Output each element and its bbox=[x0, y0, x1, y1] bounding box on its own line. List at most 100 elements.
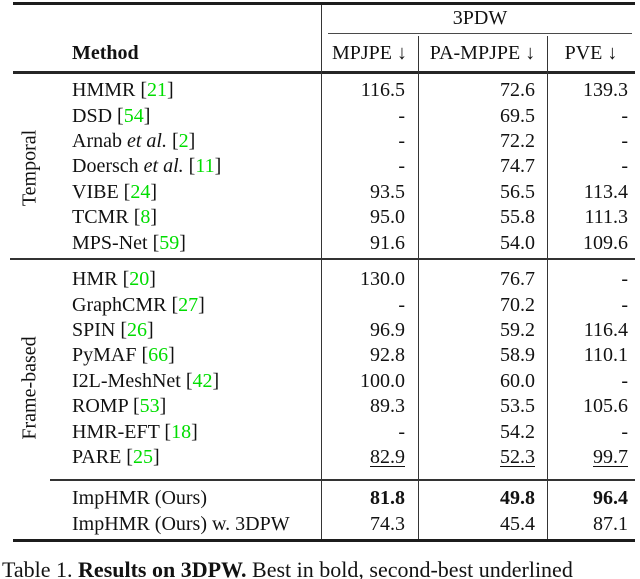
value-cell: 74.3 bbox=[370, 512, 405, 535]
method-cell: TCMR [8] bbox=[72, 206, 158, 229]
value-cell: 95.0 bbox=[370, 206, 405, 229]
value-cell: - bbox=[398, 293, 405, 316]
value-cell: 87.1 bbox=[593, 512, 628, 535]
table-top-rule bbox=[13, 2, 635, 5]
value-cell: - bbox=[398, 420, 405, 443]
value-cell: 110.1 bbox=[583, 344, 628, 367]
table-row: I2L-MeshNet [42] 100.0 60.0 - bbox=[13, 369, 635, 394]
value-cell: 109.6 bbox=[583, 231, 628, 254]
method-cell: I2L-MeshNet [42] bbox=[72, 369, 220, 392]
value-cell: 99.7 bbox=[593, 445, 628, 468]
value-cell: 60.0 bbox=[500, 369, 535, 392]
pve-column-header: PVE ↓ bbox=[564, 42, 618, 64]
citation-link[interactable]: 20 bbox=[129, 268, 150, 291]
value-cell: - bbox=[621, 369, 628, 392]
value-cell: - bbox=[621, 129, 628, 152]
method-cell: ImpHMR (Ours) bbox=[72, 487, 207, 510]
method-cell: VIBE [24] bbox=[72, 180, 158, 203]
value-cell: 56.5 bbox=[500, 180, 535, 203]
temporal-rows-section: HMMR [21] 116.5 72.6 139.3 DSD [54] -69.5- Arn… bbox=[13, 75, 635, 256]
value-cell: 70.2 bbox=[500, 293, 535, 316]
table-row: Doersch et al. [11] - 74.7 - bbox=[13, 154, 635, 179]
value-cell: 54.2 bbox=[500, 420, 535, 443]
method-cell: ROMP [53] bbox=[72, 395, 167, 418]
value-cell: 58.9 bbox=[500, 344, 535, 367]
value-cell: 69.5 bbox=[500, 104, 535, 127]
table-row: ImpHMR (Ours) 81.8 49.8 96.4 bbox=[13, 486, 635, 511]
citation-link[interactable]: 54 bbox=[123, 104, 144, 127]
method-cell: MPS-Net [59] bbox=[72, 231, 186, 254]
method-cell: DSD [54] bbox=[72, 104, 151, 127]
citation-link[interactable]: 18 bbox=[171, 420, 192, 443]
citation-link[interactable]: 26 bbox=[127, 318, 148, 341]
value-cell: - bbox=[621, 155, 628, 178]
ours-rows-section: ImpHMR (Ours) 81.8 49.8 96.4 ImpHMR (Ours) w… bbox=[13, 484, 635, 537]
value-cell: 130.0 bbox=[360, 268, 405, 291]
value-cell: 81.8 bbox=[370, 487, 405, 510]
value-cell: - bbox=[398, 155, 405, 178]
table-row: MPS-Net [59] 91.6 54.0 109.6 bbox=[13, 230, 635, 255]
value-cell: 59.2 bbox=[500, 318, 535, 341]
et-al-text: et al. bbox=[121, 129, 167, 152]
value-cell: 72.2 bbox=[500, 129, 535, 152]
column-divider-pa-mpjpe bbox=[547, 36, 549, 539]
table-row: HMMR [21] 116.5 72.6 139.3 bbox=[13, 78, 635, 103]
pa-mpjpe-column-header: PA-MPJPE ↓ bbox=[429, 42, 536, 64]
caption-suffix: Best in bold, second-best underlined bbox=[246, 557, 573, 579]
method-cell: Doersch et al. [11] bbox=[72, 155, 222, 178]
caption-prefix: Table 1. bbox=[2, 557, 79, 579]
column-divider-mpjpe bbox=[418, 36, 420, 539]
table-row: ImpHMR (Ours) w. 3DPW 74.3 45.4 87.1 bbox=[13, 511, 635, 536]
method-cell: HMR-EFT [18] bbox=[72, 420, 198, 443]
citation-link[interactable]: 53 bbox=[139, 395, 160, 418]
header-separator-rule bbox=[13, 71, 635, 74]
table-row: TCMR [8] 95.0 55.8 111.3 bbox=[13, 205, 635, 230]
method-cell: HMR [20] bbox=[72, 268, 156, 291]
column-divider-method bbox=[321, 5, 323, 539]
table-row: ROMP [53] 89.3 53.5 105.6 bbox=[13, 394, 635, 419]
value-cell: 116.5 bbox=[360, 79, 405, 102]
value-cell: 74.7 bbox=[500, 155, 535, 178]
table-row: HMR [20] 130.0 76.7 - bbox=[13, 267, 635, 292]
table-row: DSD [54] - 69.5 - bbox=[13, 103, 635, 128]
citation-link[interactable]: 11 bbox=[195, 155, 215, 178]
citation-link[interactable]: 27 bbox=[178, 293, 199, 316]
value-cell: 72.6 bbox=[500, 79, 535, 102]
citation-link[interactable]: 2 bbox=[178, 129, 189, 152]
value-cell: - bbox=[621, 293, 628, 316]
value-cell: 89.3 bbox=[370, 395, 405, 418]
method-cell: Arnab et al. [2] bbox=[72, 129, 196, 152]
table-row: HMR-EFT [18] - 54.2 - bbox=[13, 419, 635, 444]
table-row: Arnab et al. [2] - 72.2 - bbox=[13, 129, 635, 154]
table-row: PARE [25] 82.9 52.3 99.7 bbox=[13, 445, 635, 470]
citation-link[interactable]: 25 bbox=[132, 445, 153, 468]
method-cell: PARE [25] bbox=[72, 445, 160, 468]
value-cell: - bbox=[398, 104, 405, 127]
value-cell: 105.6 bbox=[583, 395, 628, 418]
citation-link[interactable]: 24 bbox=[130, 180, 151, 203]
citation-link[interactable]: 21 bbox=[147, 79, 168, 102]
value-cell: 53.5 bbox=[500, 395, 535, 418]
citation-link[interactable]: 66 bbox=[148, 344, 169, 367]
value-cell: 54.0 bbox=[500, 231, 535, 254]
table-caption: Table 1. Results on 3DPW. Best in bold, … bbox=[2, 557, 640, 579]
table-row: GraphCMR [27] - 70.2 - bbox=[13, 292, 635, 317]
citation-link[interactable]: 42 bbox=[192, 369, 213, 392]
value-cell: 96.9 bbox=[370, 318, 405, 341]
value-cell: 49.8 bbox=[500, 487, 535, 510]
value-cell: - bbox=[621, 420, 628, 443]
value-cell: - bbox=[621, 268, 628, 291]
mpjpe-column-header: MPJPE ↓ bbox=[331, 42, 408, 64]
method-cell: PyMAF [66] bbox=[72, 344, 175, 367]
method-cell: ImpHMR (Ours) w. 3DPW bbox=[72, 512, 290, 535]
et-al-text: et al. bbox=[138, 155, 184, 178]
citation-link[interactable]: 59 bbox=[159, 231, 180, 254]
value-cell: 91.6 bbox=[370, 231, 405, 254]
value-cell: 93.5 bbox=[370, 180, 405, 203]
table-bottom-rule bbox=[13, 539, 635, 542]
citation-link[interactable]: 8 bbox=[140, 206, 151, 229]
caption-title: Results on 3DPW. bbox=[78, 557, 247, 579]
value-cell: - bbox=[621, 104, 628, 127]
value-cell: 76.7 bbox=[500, 268, 535, 291]
